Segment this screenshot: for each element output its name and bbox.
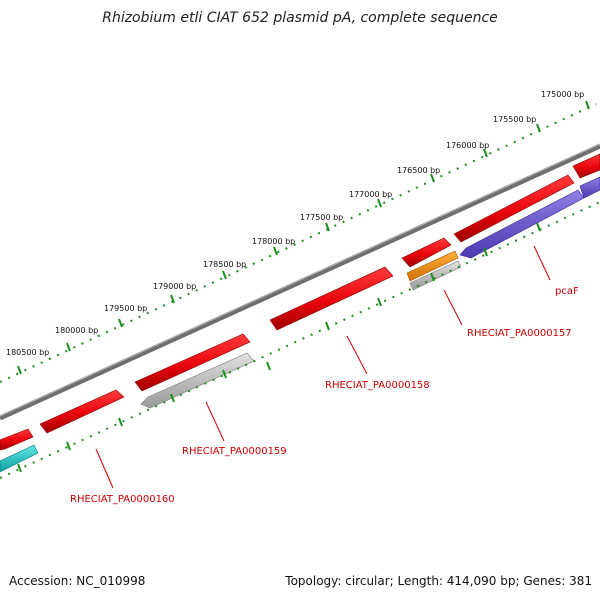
gene-arrow[interactable]	[134, 333, 251, 392]
gene-arrow[interactable]	[579, 176, 600, 199]
gene-labels: pcaF RHECIAT_PA0000157 RHECIAT_PA0000158…	[70, 286, 579, 505]
gene-arrow[interactable]	[459, 189, 585, 259]
gene-arrow[interactable]	[406, 250, 459, 282]
gene-arrow[interactable]	[39, 389, 125, 434]
gene-arrow[interactable]	[0, 428, 34, 451]
map-title: Rhizobium etli CIAT 652 plasmid pA, comp…	[102, 10, 498, 26]
scale-label: 179500 bp	[104, 304, 147, 313]
scale-label: 180000 bp	[55, 326, 98, 335]
scale-labels: 175000 bp 175500 bp 176000 bp 176500 bp …	[6, 90, 584, 357]
scale-label: 178500 bp	[203, 260, 246, 269]
inner-tick-track	[0, 201, 600, 479]
gene-label-rheciat-pa0000160[interactable]: RHECIAT_PA0000160	[70, 494, 175, 505]
label-leaders	[95, 245, 551, 489]
scale-label: 180500 bp	[6, 348, 49, 357]
gene-arrow[interactable]	[401, 237, 452, 268]
scale-label: 179000 bp	[153, 282, 196, 291]
gene-label-rheciat-pa0000158[interactable]: RHECIAT_PA0000158	[325, 380, 430, 391]
scale-label: 178000 bp	[252, 237, 295, 246]
topology-summary: Topology: circular; Length: 414,090 bp; …	[285, 574, 592, 588]
gene-arrow[interactable]	[140, 352, 255, 409]
scale-label: 176500 bp	[397, 166, 440, 175]
gene-label-rheciat-pa0000157[interactable]: RHECIAT_PA0000157	[467, 328, 572, 339]
inner-major-ticks	[17, 222, 541, 473]
gene-arrow[interactable]	[453, 174, 575, 243]
gene-arrow[interactable]	[0, 444, 39, 473]
backbone	[0, 143, 600, 421]
outer-tick-track	[0, 103, 597, 383]
scale-label: 175500 bp	[493, 115, 536, 124]
outer-major-ticks	[17, 100, 590, 375]
gene-arrow[interactable]	[572, 153, 600, 179]
gene-label-pcaF[interactable]: pcaF	[555, 286, 579, 297]
scale-label: 177000 bp	[349, 190, 392, 199]
scale-label: 177500 bp	[300, 213, 343, 222]
accession-text: Accession: NC_010998	[9, 574, 146, 588]
scale-label: 176000 bp	[446, 141, 489, 150]
gene-label-rheciat-pa0000159[interactable]: RHECIAT_PA0000159	[182, 446, 287, 457]
forward-cds-track	[0, 153, 600, 451]
gene-arrow[interactable]	[409, 260, 462, 291]
inner-feature-track	[0, 176, 600, 473]
gene-arrow[interactable]	[269, 266, 394, 331]
scale-label: 175000 bp	[541, 90, 584, 99]
